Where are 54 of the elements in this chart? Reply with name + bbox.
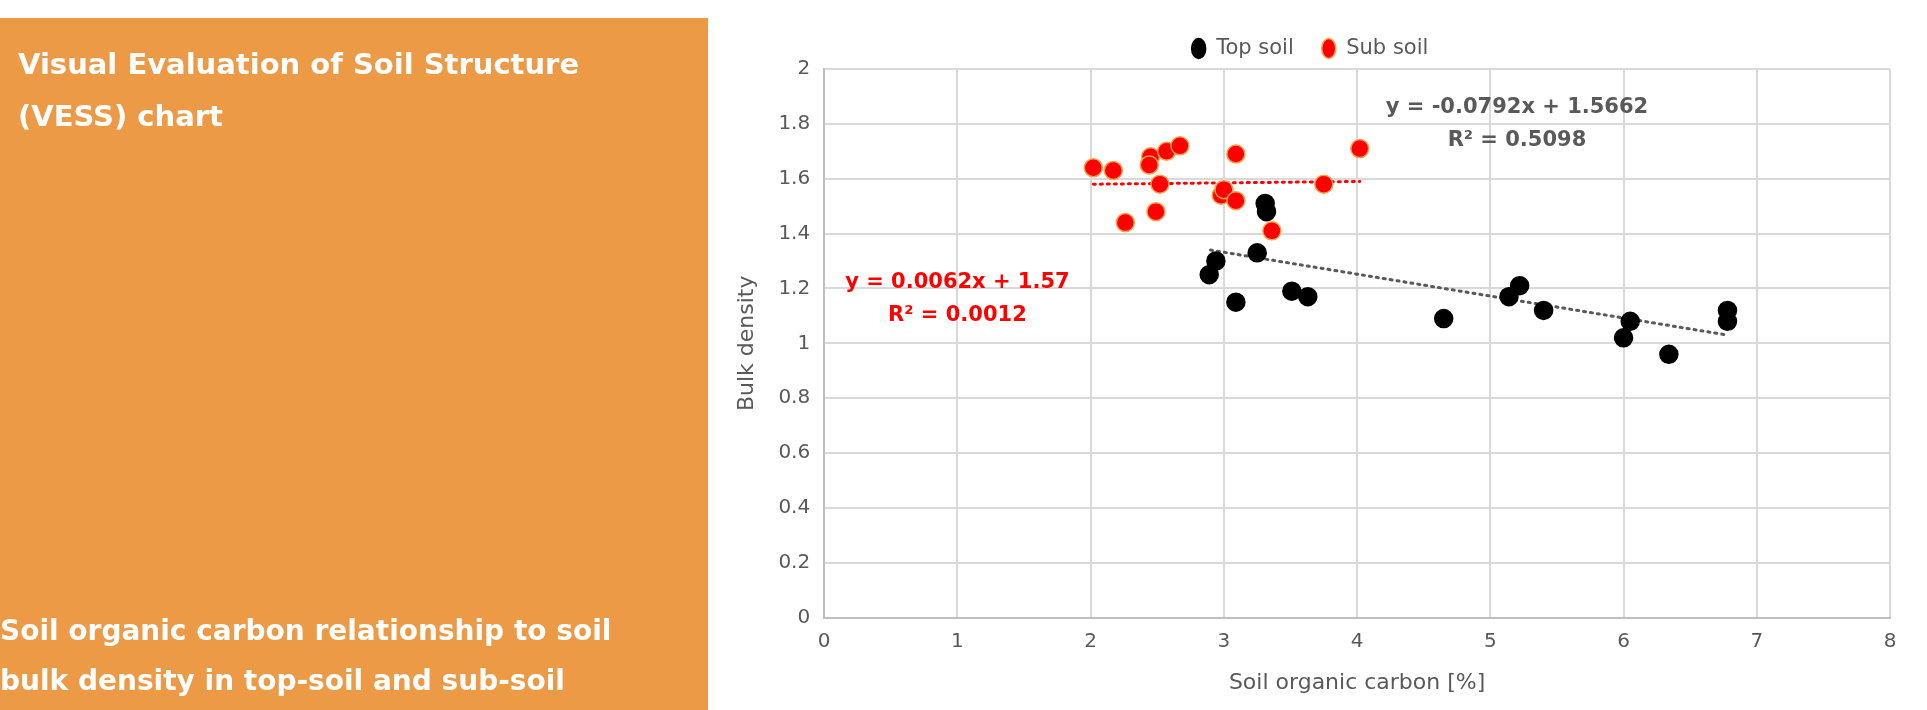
annotation: y = -0.0792x + 1.5662 bbox=[1385, 93, 1649, 118]
x-tick-label: 7 bbox=[1750, 627, 1764, 652]
x-tick-label: 8 bbox=[1883, 627, 1897, 652]
point bbox=[1103, 160, 1124, 181]
y-tick-label: 0.4 bbox=[778, 494, 811, 519]
point bbox=[1298, 286, 1318, 307]
y-tick-label: 1.8 bbox=[778, 110, 811, 135]
point bbox=[1226, 144, 1246, 164]
x-tick-label: 0 bbox=[817, 627, 831, 652]
y-tick-label: 1.2 bbox=[778, 274, 811, 299]
y-tick-label: 1 bbox=[797, 329, 811, 354]
point bbox=[1350, 138, 1370, 159]
x-tick-label: 2 bbox=[1084, 627, 1098, 652]
x-tick-label: 4 bbox=[1350, 627, 1364, 652]
x-tick-label: 3 bbox=[1217, 627, 1231, 652]
point bbox=[1083, 158, 1104, 178]
point bbox=[1659, 344, 1679, 365]
y-tick-label: 0.2 bbox=[778, 548, 811, 573]
annotation: R² = 0.0012 bbox=[888, 302, 1027, 327]
x-tick-label: 5 bbox=[1483, 627, 1497, 652]
point bbox=[1226, 292, 1246, 312]
y-tick-label: 0.8 bbox=[778, 384, 811, 409]
point bbox=[1206, 251, 1226, 271]
annotation: R² = 0.5098 bbox=[1447, 126, 1587, 151]
text: Visual Evaluation of Soil Structure (VESS) chart bbox=[18, 46, 581, 135]
point bbox=[1433, 308, 1454, 329]
point bbox=[1620, 311, 1640, 332]
text: Soil organic carbon relationship to soil bulk density in top-soil and sub-soil bbox=[0, 613, 613, 699]
y-tick-label: 0.6 bbox=[778, 439, 811, 464]
point bbox=[1509, 275, 1530, 296]
y-tick-label: 1.4 bbox=[778, 219, 811, 244]
point bbox=[1170, 136, 1190, 156]
point bbox=[1226, 190, 1246, 211]
point bbox=[1282, 281, 1302, 301]
x-tick-label: 6 bbox=[1617, 627, 1630, 652]
y-tick-label: 1.6 bbox=[778, 164, 811, 189]
point bbox=[1533, 300, 1554, 321]
legend-label: Top soil bbox=[1215, 34, 1294, 59]
y-tick-label: 0 bbox=[797, 603, 811, 628]
point bbox=[1115, 212, 1136, 233]
x-axis-title: Soil organic carbon [%] bbox=[1228, 668, 1486, 694]
y-axis-title: Bulk density bbox=[732, 275, 758, 412]
point bbox=[1150, 174, 1170, 194]
annotation: y = 0.0062x + 1.57 bbox=[845, 269, 1070, 294]
point bbox=[1314, 174, 1334, 194]
point bbox=[1262, 221, 1282, 241]
point bbox=[1146, 201, 1166, 222]
point bbox=[1247, 243, 1267, 263]
legend-label: Sub soil bbox=[1346, 34, 1429, 59]
point bbox=[1139, 155, 1160, 175]
x-tick-label: 1 bbox=[951, 627, 964, 652]
point bbox=[1613, 328, 1634, 348]
point bbox=[1214, 179, 1234, 200]
y-tick-label: 2 bbox=[797, 55, 811, 80]
